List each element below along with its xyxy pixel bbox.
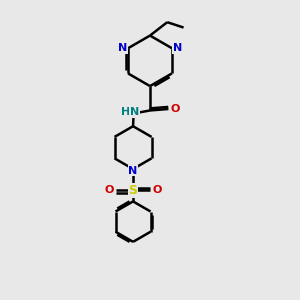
Text: N: N xyxy=(130,107,139,117)
Text: N: N xyxy=(128,166,138,176)
Text: O: O xyxy=(105,185,114,195)
Text: O: O xyxy=(170,104,180,114)
Text: N: N xyxy=(172,43,182,53)
Text: H: H xyxy=(121,107,130,117)
Text: O: O xyxy=(152,185,161,195)
Text: N: N xyxy=(118,43,128,53)
Text: S: S xyxy=(129,184,138,197)
